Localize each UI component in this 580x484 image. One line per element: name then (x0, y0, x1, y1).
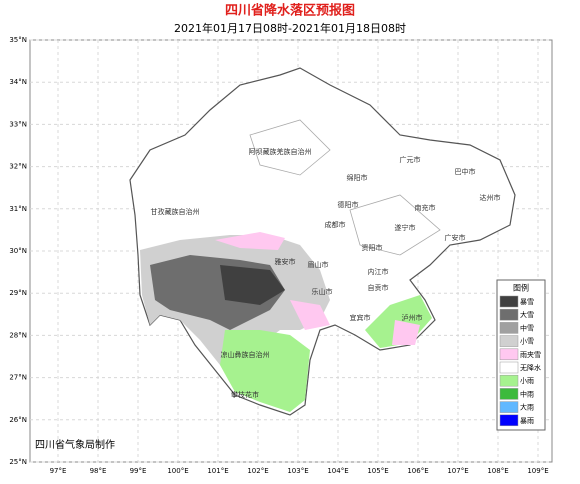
place-label: 雅安市 (275, 257, 296, 266)
lon-label: 106°E (407, 467, 428, 475)
lon-label: 98°E (90, 467, 107, 475)
lon-label: 97°E (50, 467, 67, 475)
subtitle: 2021年01月17日08时-2021年01月18日08时 (174, 21, 406, 35)
place-label: 眉山市 (308, 260, 329, 269)
legend-swatch (499, 414, 519, 427)
title: 四川省降水落区预报图 (225, 3, 355, 19)
place-label: 成都市 (325, 220, 346, 229)
blizzard-area (220, 265, 285, 305)
lat-label: 27°N (9, 374, 27, 382)
lon-label: 107°E (447, 467, 468, 475)
lat-label: 28°N (9, 331, 27, 339)
place-label: 泸州市 (402, 313, 423, 322)
legend-label: 小雨 (520, 376, 534, 385)
sleet-area (215, 232, 420, 345)
lon-label: 105°E (367, 467, 388, 475)
legend-swatch (499, 361, 519, 374)
lon-label: 103°E (287, 467, 308, 475)
legend-swatch (499, 295, 519, 308)
place-label: 遂宁市 (395, 223, 416, 232)
lat-label: 25°N (9, 458, 27, 466)
legend-label: 中雪 (520, 323, 534, 332)
lat-label: 34°N (9, 78, 27, 86)
place-label: 自贡市 (368, 283, 389, 292)
place-label: 资阳市 (362, 243, 383, 252)
legend-swatch (499, 308, 519, 321)
legend-swatch (499, 322, 519, 334)
place-label: 内江市 (368, 267, 389, 276)
legend-swatch (499, 348, 519, 361)
place-label: 宜宾市 (350, 313, 371, 322)
place-label: 达州市 (480, 193, 501, 202)
place-label: 乐山市 (312, 287, 333, 296)
place-label: 凉山彝族自治州 (221, 350, 270, 359)
lat-label: 33°N (9, 120, 27, 128)
legend-label: 大雨 (520, 403, 534, 412)
legend-swatch (499, 335, 519, 347)
lon-label: 100°E (167, 467, 188, 475)
lat-label: 32°N (9, 163, 27, 171)
legend-label: 小雪 (520, 337, 534, 346)
lat-label: 35°N (9, 36, 27, 44)
district-boundaries (249, 119, 441, 256)
place-label: 广元市 (400, 155, 421, 164)
lon-label: 101°E (207, 467, 228, 475)
legend-label: 暴雪 (520, 298, 534, 306)
lon-label: 102°E (247, 467, 268, 475)
legend-title: 图例 (513, 283, 529, 293)
legend-label: 大雪 (520, 310, 534, 319)
lon-label: 109°E (527, 467, 548, 475)
lat-label: 30°N (9, 247, 27, 255)
place-label: 广安市 (445, 233, 466, 242)
lat-label: 31°N (9, 205, 27, 213)
legend-label: 无降水 (520, 363, 541, 372)
footer: 四川省气象局制作 (35, 438, 115, 451)
lon-label: 104°E (327, 467, 348, 475)
light-rain-area (220, 330, 310, 412)
lon-label: 99°E (130, 467, 147, 475)
place-label: 甘孜藏族自治州 (151, 207, 200, 216)
legend-label: 雨夹雪 (520, 350, 541, 359)
place-label: 德阳市 (338, 200, 359, 209)
place-label: 南充市 (415, 203, 436, 212)
legend-swatch (499, 401, 519, 413)
place-label: 阿坝藏族羌族自治州 (249, 147, 312, 156)
place-label: 攀枝花市 (231, 390, 259, 399)
legend-label: 暴雨 (520, 417, 534, 425)
legend-label: 中雨 (520, 389, 534, 398)
axis-labels: 35°N 34°N 33°N 32°N 31°N 30°N 29°N 28°N 27°N 26°N… (9, 36, 548, 475)
lat-label: 26°N (9, 416, 27, 424)
place-label: 绵阳市 (347, 173, 368, 182)
place-label: 巴中市 (455, 167, 476, 176)
lat-label: 29°N (9, 289, 27, 297)
legend-swatch (499, 374, 519, 387)
legend-swatch (499, 388, 519, 400)
lon-label: 108°E (487, 467, 508, 475)
